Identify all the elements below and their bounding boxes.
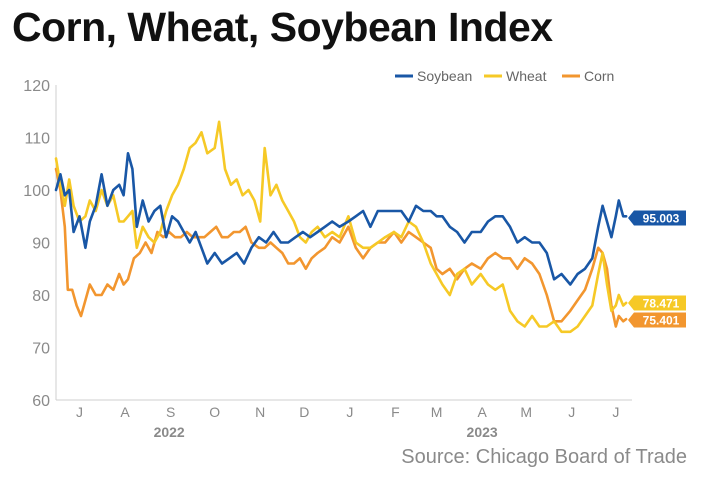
year-label: 2022 [154,424,185,440]
y-tick-labels: 60 70 80 90 100 110 120 [23,78,50,410]
y-tick-label: 110 [24,131,50,148]
x-tick-label: N [255,404,265,420]
end-label-tag-corn [628,312,686,328]
y-tick-label: 80 [32,288,50,305]
x-tick-label: A [477,404,487,420]
chart-title: Corn, Wheat, Soybean Index [12,4,553,50]
x-tick-label: J [346,404,353,420]
x-tick-label: J [612,404,619,420]
series-line-corn [54,167,628,328]
legend-label-wheat: Wheat [506,68,547,84]
x-tick-label: J [76,404,83,420]
x-tick-label: A [120,404,130,420]
x-tick-label: O [209,404,220,420]
source-note: Source: Chicago Board of Trade [401,446,687,468]
end-label-corn: 75.401 [643,314,680,328]
year-label: 2023 [467,424,498,440]
x-tick-labels: J A S O N D J F M A M J J 2022 2023 [76,404,619,440]
end-label-tag-wheat [628,295,686,311]
x-tick-label: J [568,404,575,420]
y-tick-label: 120 [23,78,50,95]
end-label-soybean: 95.003 [643,212,680,226]
y-tick-label: 90 [32,236,50,253]
y-tick-label: 100 [23,183,50,200]
legend-label-soybean: Soybean [417,68,472,84]
x-tick-label: D [299,404,309,420]
series-line-soybean [54,152,628,286]
end-label-wheat: 78.471 [643,297,680,311]
x-tick-label: M [520,404,532,420]
legend-label-corn: Corn [584,68,614,84]
y-tick-label: 70 [32,341,50,358]
end-label-tag-soybean [628,210,686,226]
series-lines [54,120,628,334]
x-tick-label: S [166,404,175,420]
y-tick-label: 60 [32,393,50,410]
x-tick-label: M [431,404,443,420]
series-line-wheat [54,120,628,334]
end-value-labels: 95.003 78.471 75.401 [628,210,686,328]
x-tick-label: F [391,404,400,420]
legend: Soybean Wheat Corn [395,68,614,84]
